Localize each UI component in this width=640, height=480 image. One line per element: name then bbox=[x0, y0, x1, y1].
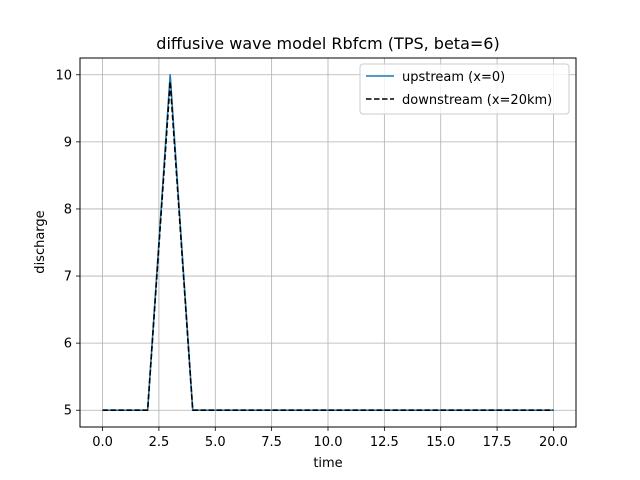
series-lines bbox=[102, 73, 554, 412]
series-line-downstream bbox=[102, 80, 554, 412]
x-tick-label: 2.5 bbox=[149, 435, 170, 450]
legend-label-downstream: downstream (x=20km) bbox=[402, 93, 552, 108]
axis-ticks: 0.0 2.5 5.0 7.5 10.0 12.5 15.0 17.5 20.0 5 6 7 8 9 10 bbox=[55, 68, 567, 450]
series-line-upstream bbox=[102, 73, 554, 412]
y-tick-label: 7 bbox=[64, 270, 72, 285]
chart-title: diffusive wave model Rbfcm (TPS, beta=6) bbox=[156, 34, 499, 53]
y-tick-label: 5 bbox=[64, 404, 72, 419]
y-tick-label: 6 bbox=[64, 337, 72, 352]
x-tick-label: 10.0 bbox=[314, 435, 343, 450]
legend: upstream (x=0) downstream (x=20km) bbox=[359, 63, 570, 115]
x-axis-title: time bbox=[313, 456, 342, 471]
x-tick-label: 20.0 bbox=[539, 435, 568, 450]
x-tick-label: 5.0 bbox=[205, 435, 226, 450]
legend-label-upstream: upstream (x=0) bbox=[402, 70, 505, 85]
x-tick-label: 7.5 bbox=[261, 435, 282, 450]
legend-box bbox=[359, 63, 570, 115]
x-tick-label: 12.5 bbox=[370, 435, 399, 450]
x-tick-label: 17.5 bbox=[483, 435, 512, 450]
y-axis-title: discharge bbox=[33, 210, 48, 273]
y-tick-label: 9 bbox=[64, 135, 72, 150]
x-tick-label: 15.0 bbox=[426, 435, 455, 450]
x-tick-label: 0.0 bbox=[92, 435, 113, 450]
y-tick-label: 10 bbox=[55, 68, 72, 83]
y-tick-label: 8 bbox=[64, 202, 72, 217]
